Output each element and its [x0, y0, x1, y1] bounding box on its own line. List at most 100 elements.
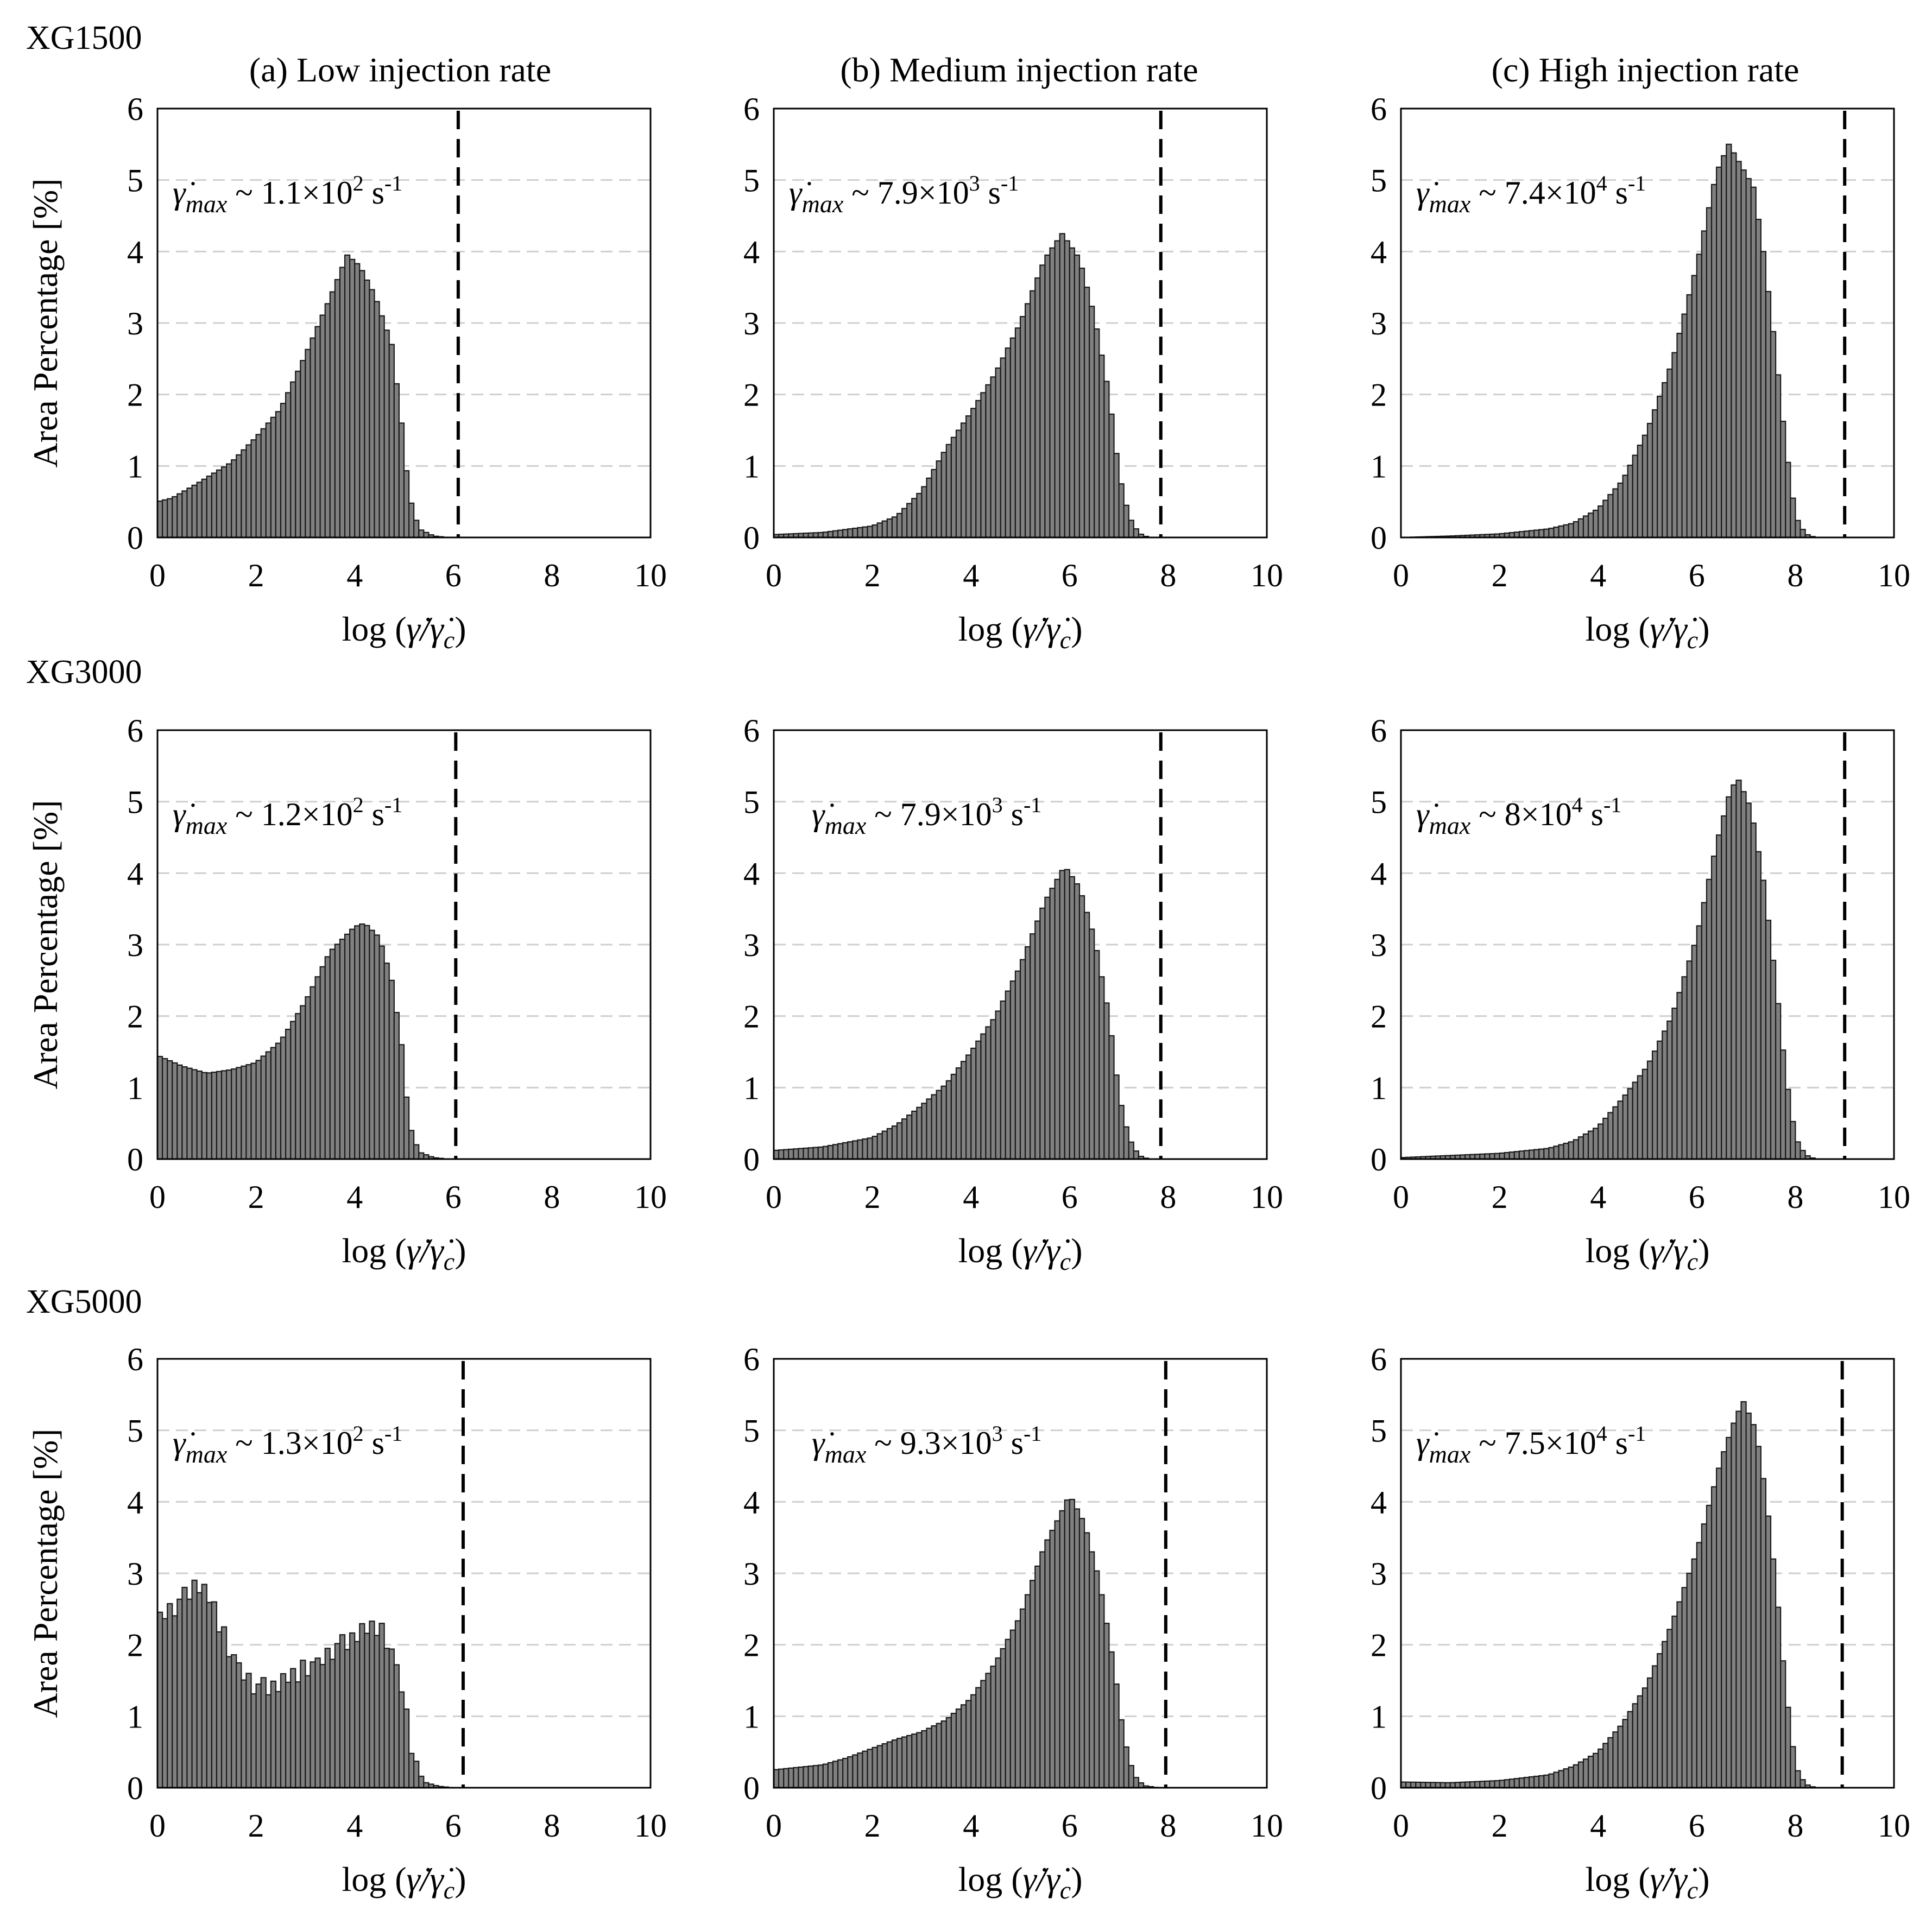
histogram-bar	[344, 254, 351, 539]
y-tick-label: 6	[1371, 91, 1387, 127]
histogram-bar	[236, 1662, 242, 1789]
annotation-subscript: max	[1429, 812, 1471, 839]
histogram-bar	[250, 1062, 257, 1160]
histogram-bar	[1499, 1152, 1505, 1160]
histogram-bar	[1415, 1781, 1422, 1789]
histogram-bar	[862, 526, 868, 539]
histogram-bar	[970, 408, 977, 539]
x-axis-label-close: )	[1071, 610, 1082, 648]
x-tick-label: 0	[1393, 1808, 1409, 1844]
histogram-bar	[216, 1631, 223, 1789]
x-axis-label-subscript: c	[1687, 1876, 1698, 1904]
histogram-bar	[1666, 1020, 1673, 1160]
x-axis-label-log: log (	[1585, 1231, 1650, 1270]
histogram-bar	[1577, 1761, 1584, 1789]
max-shear-rate-annotation: γ̇max ~ 7.9×103 s-1	[812, 793, 1041, 839]
histogram-bar	[1731, 784, 1737, 1160]
histogram-bar	[822, 1763, 829, 1789]
histogram-bar	[1735, 161, 1742, 539]
histogram-bar	[172, 1062, 178, 1160]
x-tick-label: 4	[1590, 558, 1606, 593]
histogram-bar	[1726, 143, 1732, 539]
x-axis-label-log: log (	[958, 1231, 1022, 1270]
histogram-bar	[1069, 247, 1075, 539]
y-tick-label: 1	[1371, 448, 1387, 484]
histogram-bar	[793, 1767, 799, 1789]
x-axis-label-log: log (	[342, 610, 406, 648]
histogram-bar	[857, 1752, 863, 1789]
histogram-bar	[1474, 1781, 1481, 1789]
x-tick-label: 8	[1787, 558, 1803, 593]
histogram-bar	[245, 444, 252, 539]
x-axis-label: log (γ̇/γ̇c)	[342, 1860, 466, 1904]
annotation-unit: s	[364, 1425, 384, 1461]
histogram-bar	[378, 315, 385, 539]
plot-frame	[773, 107, 1268, 539]
y-tick-label: 0	[743, 520, 760, 556]
histogram-bar	[960, 422, 967, 539]
histogram-bar	[1710, 183, 1718, 539]
histogram-bar	[1735, 1410, 1742, 1789]
histogram-bar	[354, 925, 361, 1160]
histogram-bar	[970, 1047, 977, 1160]
histogram-bar	[1745, 178, 1752, 539]
y-tick-label: 0	[1371, 520, 1387, 556]
histogram-bar	[1049, 1529, 1056, 1789]
histogram-bar	[220, 1070, 228, 1160]
histogram-bar	[1548, 1773, 1555, 1789]
histogram-bar	[1593, 509, 1599, 539]
histogram-bar	[1696, 254, 1702, 539]
histogram-bar	[1573, 521, 1579, 539]
histogram-bar	[1662, 382, 1668, 539]
y-tick-label: 4	[127, 856, 143, 891]
histogram-bar	[1582, 515, 1589, 539]
histogram-bar	[1543, 1774, 1550, 1789]
histogram-bar	[1622, 1094, 1628, 1160]
histogram-bar	[161, 499, 168, 539]
plot-frame	[773, 729, 1268, 1160]
max-shear-rate-annotation: γ̇max ~ 7.5×104 s-1	[1416, 1421, 1646, 1468]
histogram-bar	[990, 1666, 996, 1789]
histogram-bar	[1078, 895, 1085, 1160]
x-axis-label-close: )	[454, 1860, 466, 1898]
histogram-bar	[1518, 531, 1525, 539]
histogram-bar	[1089, 928, 1095, 1160]
annotation-exponent: 2	[353, 793, 364, 817]
histogram-bar	[1118, 1719, 1125, 1789]
histogram-bar	[837, 529, 844, 539]
histogram-bar	[876, 522, 883, 539]
histogram-bar	[985, 1026, 992, 1160]
x-tick-label: 4	[963, 1808, 979, 1844]
histogram-bar	[911, 1110, 918, 1160]
annotation-value: ~ 1.2×10	[227, 796, 352, 832]
histogram-bar	[393, 1664, 400, 1789]
annotation-exponent: 2	[353, 171, 364, 195]
histogram-bar	[1113, 1074, 1120, 1160]
histogram-bar	[1098, 1594, 1105, 1789]
histogram-bar	[872, 1136, 878, 1160]
histogram-bar	[837, 1759, 844, 1789]
x-tick-label: 2	[1492, 558, 1508, 593]
histogram-bar	[275, 1042, 282, 1160]
histogram-bar	[319, 966, 326, 1160]
row-labels: XG1500 XG3000 XG5000	[26, 20, 142, 1320]
histogram-bar	[305, 349, 311, 539]
histogram-bar	[196, 1592, 203, 1789]
histogram-bar	[867, 1749, 873, 1789]
histogram-bar	[1681, 976, 1688, 1160]
annotation-subscript: max	[1429, 1440, 1471, 1468]
x-axis-label: log (γ̇/γ̇c)	[1585, 1231, 1709, 1275]
annotation-subscript: max	[802, 190, 844, 218]
histogram-bar	[798, 1148, 804, 1160]
histogram-bar	[1676, 1601, 1683, 1789]
histogram-bar	[1548, 1147, 1555, 1160]
histogram-bar	[1054, 1520, 1060, 1789]
x-tick-label: 10	[1251, 558, 1283, 593]
histogram-bar	[378, 945, 385, 1160]
x-tick-label: 0	[149, 558, 166, 593]
histogram-bar	[857, 1139, 863, 1160]
histogram-bar	[1785, 461, 1791, 539]
x-tick-label: 2	[248, 1808, 264, 1844]
histogram-bar	[1039, 907, 1046, 1160]
histogram-bar	[1795, 520, 1801, 539]
